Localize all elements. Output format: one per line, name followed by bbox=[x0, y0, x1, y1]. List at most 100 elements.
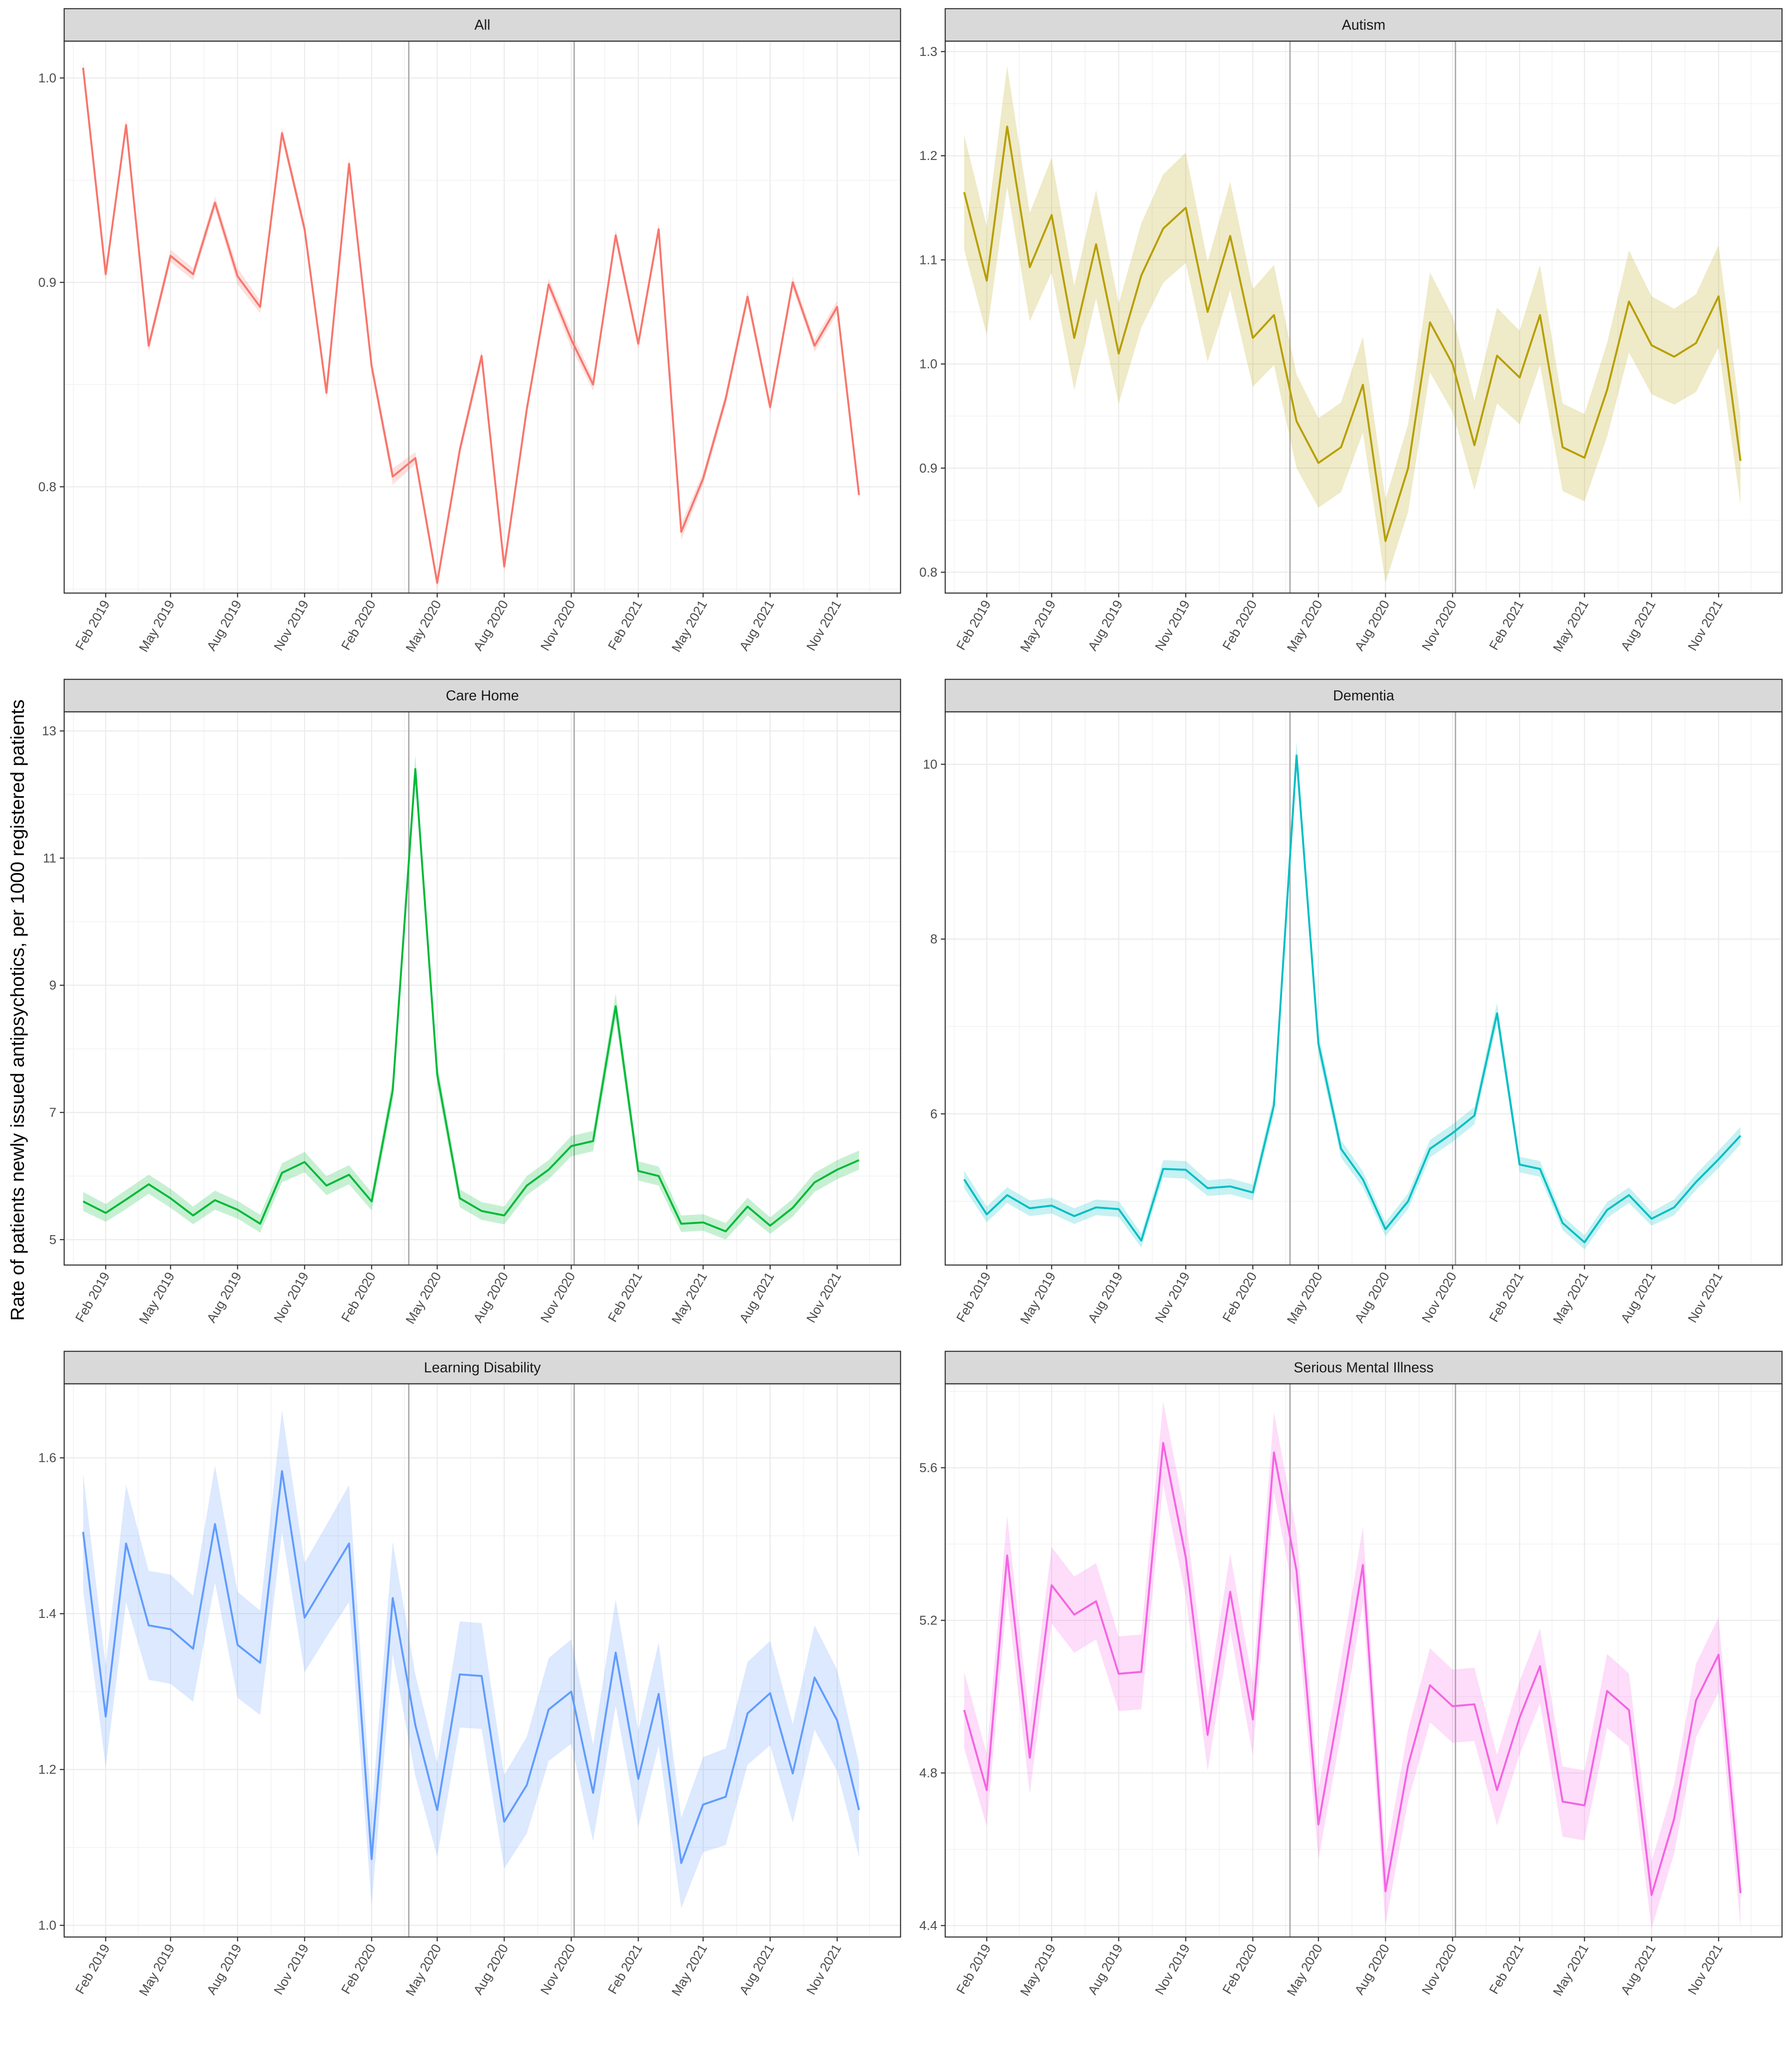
x-tick-label: Aug 2021 bbox=[1618, 598, 1658, 653]
panel-border bbox=[63, 1383, 901, 1938]
panel-background bbox=[945, 41, 1782, 593]
x-tick-label: May 2020 bbox=[1284, 1942, 1325, 1999]
y-tick-label: 1.4 bbox=[38, 1607, 56, 1621]
x-tick-label: Nov 2019 bbox=[271, 598, 312, 653]
x-tick-label: Feb 2019 bbox=[73, 1270, 113, 1324]
y-tick-label: 0.8 bbox=[919, 565, 937, 580]
x-tick-label: May 2019 bbox=[1018, 1942, 1058, 1999]
x-tick-label: Nov 2020 bbox=[1419, 1942, 1459, 1997]
x-tick-label: Feb 2021 bbox=[1487, 1270, 1527, 1324]
panel-0: All 0.8 0.9 1.0 Feb 2019 May 2019 Aug 2019 Nov … bbox=[38, 8, 901, 655]
facet-title: Care Home bbox=[446, 688, 519, 704]
panel-background bbox=[945, 712, 1782, 1265]
x-tick-label: May 2021 bbox=[1550, 1270, 1591, 1327]
facet-strip bbox=[944, 8, 1783, 42]
x-tick-label: Aug 2019 bbox=[204, 1942, 245, 1997]
x-tick-label: May 2019 bbox=[1018, 1270, 1058, 1327]
y-tick-label: 4.4 bbox=[919, 1919, 937, 1933]
y-tick-label: 5.6 bbox=[919, 1461, 937, 1475]
x-tick-label: Feb 2019 bbox=[954, 1270, 994, 1324]
x-tick-label: May 2021 bbox=[669, 1942, 710, 1999]
x-tick-label: Aug 2020 bbox=[1352, 1270, 1393, 1325]
x-tick-label: Nov 2020 bbox=[1419, 598, 1459, 653]
x-tick-label: May 2020 bbox=[403, 1942, 444, 1999]
panel-border bbox=[63, 711, 901, 1266]
x-tick-label: May 2020 bbox=[1284, 598, 1325, 655]
x-tick-label: Aug 2021 bbox=[737, 598, 777, 653]
x-tick-label: Aug 2020 bbox=[471, 598, 511, 653]
y-tick-label: 0.8 bbox=[38, 480, 56, 494]
panel-background bbox=[945, 1384, 1782, 1937]
x-tick-label: Feb 2019 bbox=[73, 598, 113, 652]
series-line bbox=[963, 754, 1741, 1243]
series-line bbox=[963, 1442, 1742, 1896]
panel-border bbox=[944, 40, 1783, 594]
y-tick-label: 4.8 bbox=[919, 1766, 937, 1781]
y-tick-label: 11 bbox=[43, 851, 56, 865]
y-tick-label: 6 bbox=[930, 1107, 937, 1121]
x-tick-label: Nov 2019 bbox=[1152, 1942, 1193, 1997]
x-tick-label: Aug 2019 bbox=[204, 1270, 245, 1325]
x-tick-label: Aug 2019 bbox=[204, 598, 245, 653]
y-tick-label: 7 bbox=[49, 1106, 56, 1120]
x-tick-label: Nov 2021 bbox=[804, 1942, 844, 1997]
panel-3: Dementia 6 8 10 Feb 2019 May 2019 Aug 2019 Nov … bbox=[923, 678, 1783, 1327]
x-tick-label: Feb 2020 bbox=[339, 1942, 379, 1996]
panel-border bbox=[944, 711, 1783, 1266]
panel-background bbox=[64, 41, 901, 593]
x-tick-label: Feb 2021 bbox=[605, 598, 645, 652]
x-tick-label: Feb 2020 bbox=[1220, 1270, 1260, 1324]
y-tick-label: 1.0 bbox=[38, 71, 56, 85]
x-tick-label: Feb 2020 bbox=[1220, 598, 1260, 652]
panel-border bbox=[944, 1383, 1783, 1938]
y-tick-label: 9 bbox=[49, 978, 56, 993]
x-tick-label: Aug 2019 bbox=[1085, 1270, 1126, 1325]
x-tick-label: May 2020 bbox=[403, 1270, 444, 1327]
x-tick-label: Feb 2021 bbox=[1487, 598, 1527, 652]
panel-background bbox=[64, 1384, 901, 1937]
y-tick-label: 5.2 bbox=[919, 1614, 937, 1628]
x-tick-label: May 2020 bbox=[1284, 1270, 1325, 1327]
x-tick-label: Nov 2021 bbox=[1685, 1270, 1726, 1325]
series-line bbox=[963, 125, 1742, 542]
x-tick-label: May 2021 bbox=[669, 1270, 710, 1327]
panel-5: Serious Mental Illness 4.4 4.8 5.2 5.6 Feb 20… bbox=[919, 1350, 1783, 1999]
x-tick-label: May 2021 bbox=[1550, 598, 1591, 655]
x-tick-label: Aug 2021 bbox=[737, 1270, 777, 1325]
facet-strip bbox=[63, 1350, 901, 1385]
y-tick-label: 1.0 bbox=[38, 1918, 56, 1933]
x-tick-label: May 2021 bbox=[669, 598, 710, 655]
x-tick-label: Aug 2020 bbox=[471, 1270, 511, 1325]
x-tick-label: Feb 2019 bbox=[954, 1942, 994, 1996]
x-tick-label: Nov 2021 bbox=[804, 1270, 844, 1325]
x-tick-label: Feb 2020 bbox=[339, 598, 379, 652]
x-tick-label: Feb 2019 bbox=[73, 1942, 113, 1996]
series-line bbox=[82, 768, 860, 1233]
x-tick-label: May 2020 bbox=[403, 598, 444, 655]
confidence-band bbox=[964, 66, 1741, 583]
panel-border bbox=[63, 40, 901, 594]
y-tick-label: 0.9 bbox=[38, 275, 56, 290]
series-line bbox=[82, 68, 860, 584]
y-tick-label: 1.3 bbox=[919, 45, 937, 59]
x-tick-label: Feb 2020 bbox=[339, 1270, 379, 1324]
x-tick-label: Nov 2019 bbox=[1152, 1270, 1193, 1325]
x-tick-label: Aug 2019 bbox=[1085, 598, 1126, 653]
facet-strip bbox=[944, 678, 1783, 713]
x-tick-label: Aug 2020 bbox=[1352, 598, 1393, 653]
x-tick-label: Aug 2020 bbox=[471, 1942, 511, 1997]
x-tick-label: May 2021 bbox=[1550, 1942, 1591, 1999]
x-tick-label: Nov 2020 bbox=[538, 1942, 578, 1997]
facet-strip bbox=[63, 678, 901, 713]
y-tick-label: 8 bbox=[930, 932, 937, 946]
confidence-band bbox=[83, 1410, 859, 1908]
y-axis-title: Rate of patients newly issued antipsycho… bbox=[7, 699, 28, 1321]
x-tick-label: Nov 2021 bbox=[1685, 1942, 1726, 1997]
facet-title: All bbox=[474, 17, 490, 33]
y-tick-label: 13 bbox=[42, 724, 56, 738]
x-tick-label: Feb 2021 bbox=[605, 1942, 645, 1996]
x-tick-label: Aug 2021 bbox=[1618, 1942, 1658, 1997]
y-tick-label: 1.1 bbox=[919, 253, 937, 267]
x-tick-label: Aug 2021 bbox=[737, 1942, 777, 1997]
panel-1: Autism 0.8 0.9 1.0 1.1 1.2 1.3 Feb 2019 May 2019… bbox=[919, 8, 1783, 655]
